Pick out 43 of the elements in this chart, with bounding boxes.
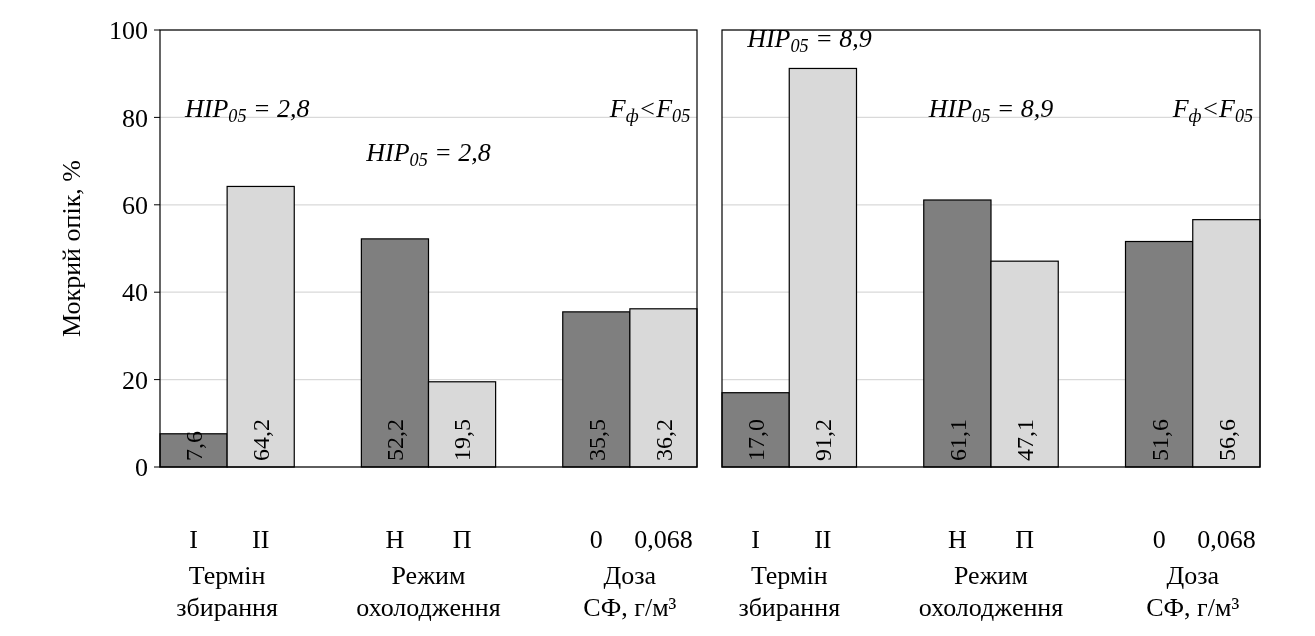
data-label: 47,1 [1012,419,1039,461]
x-tick-label: Н [385,525,405,554]
x-tick-label: П [452,525,472,554]
y-tick-label: 20 [122,365,148,395]
data-label: 19,5 [449,419,476,461]
data-label: 51,6 [1146,419,1173,461]
y-axis-title: Мокрий опік, % [57,160,86,337]
data-label: 36,2 [650,419,677,461]
y-tick-label: 0 [135,453,148,483]
x-tick-label: П [1015,525,1035,554]
annotation: F$_{ф}$<F$_{05}$ [608,94,691,126]
y-tick-label: 60 [122,190,148,220]
data-label: 61,1 [944,419,971,461]
text: Доза СФ, г/м³ [583,561,677,622]
data-label: 64,2 [248,419,275,461]
data-label: 91,2 [810,419,837,461]
text: Термін збирання [176,561,279,622]
annotation: F$_{ф}$<F$_{05}$ [1171,94,1254,126]
text: Режим охолодження [918,561,1064,622]
text: Термін збирання [738,561,841,622]
data-label: 56,6 [1213,419,1240,461]
annotation: HIP$_{05}$ = 2,8 [183,94,310,126]
y-tick-label: 100 [109,16,148,46]
text: Доза СФ, г/м³ [1146,561,1240,622]
x-tick-label: 0,068 [634,525,693,554]
annotation: HIP$_{05}$ = 8,9 [746,24,872,56]
x-tick-label: 0 [1152,525,1166,554]
x-tick-label: I [751,525,760,554]
x-tick-label: II [814,525,832,554]
annotation: HIP$_{05}$ = 8,9 [927,94,1054,126]
text: Режим охолодження [356,561,501,622]
data-label: 17,0 [743,419,770,461]
annotation: HIP$_{05}$ = 2,8 [365,138,491,170]
x-tick-label: 0 [589,525,603,554]
x-tick-label: Н [947,525,967,554]
x-tick-label: 0,068 [1197,525,1256,554]
data-label: 7,6 [180,431,207,461]
y-tick-label: 80 [122,103,148,133]
x-tick-label: II [252,525,270,554]
y-tick-label: 40 [122,278,148,308]
data-label: 52,2 [382,419,409,461]
x-tick-label: I [189,525,198,554]
data-label: 35,5 [583,419,610,461]
